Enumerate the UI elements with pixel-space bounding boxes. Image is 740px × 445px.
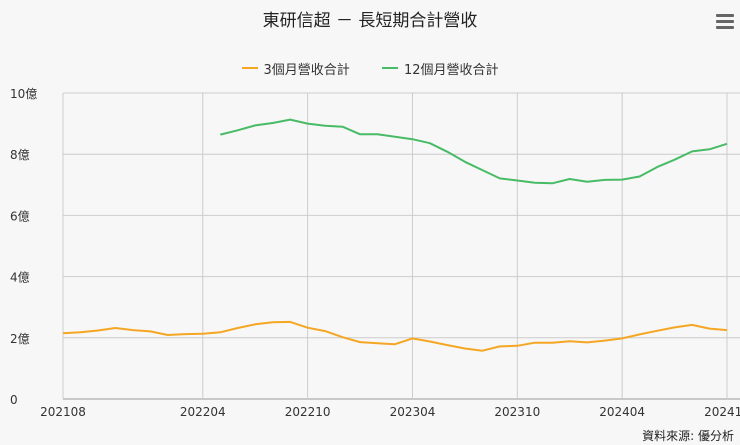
legend-item-short[interactable]: 3個月營收合計 bbox=[241, 59, 350, 78]
legend-label-short: 3個月營收合計 bbox=[263, 62, 350, 78]
x-tick-label: 202304 bbox=[390, 405, 436, 419]
legend-swatch-long bbox=[381, 67, 398, 69]
legend-item-long[interactable]: 12個月營收合計 bbox=[381, 59, 499, 78]
y-tick-label: 6億 bbox=[10, 209, 30, 223]
x-tick-label: 202310 bbox=[494, 405, 540, 419]
x-tick-label: 202210 bbox=[285, 405, 331, 419]
menu-icon[interactable] bbox=[716, 14, 734, 30]
y-tick-label: 8億 bbox=[10, 148, 30, 162]
x-tick-label: 202404 bbox=[599, 405, 645, 419]
y-tick-label: 4億 bbox=[10, 271, 30, 285]
y-tick-label: 2億 bbox=[10, 332, 30, 346]
x-tick-label: 202204 bbox=[180, 405, 226, 419]
chart-title: 東研信超 － 長短期合計營收 bbox=[262, 11, 478, 31]
legend-label-long: 12個月營收合計 bbox=[403, 62, 499, 78]
y-tick-label: 10億 bbox=[10, 87, 37, 101]
x-tick-label: 202410 bbox=[704, 405, 740, 419]
legend: 3個月營收合計 12個月營收合計 bbox=[0, 58, 740, 78]
y-tick-label: 0 bbox=[10, 393, 18, 407]
series-line-12m bbox=[220, 118, 728, 185]
source-note: 資料來源: 優分析 bbox=[642, 429, 734, 443]
legend-swatch-short bbox=[241, 67, 258, 69]
x-tick-label: 202108 bbox=[40, 405, 86, 419]
series-line-3m bbox=[62, 320, 728, 352]
